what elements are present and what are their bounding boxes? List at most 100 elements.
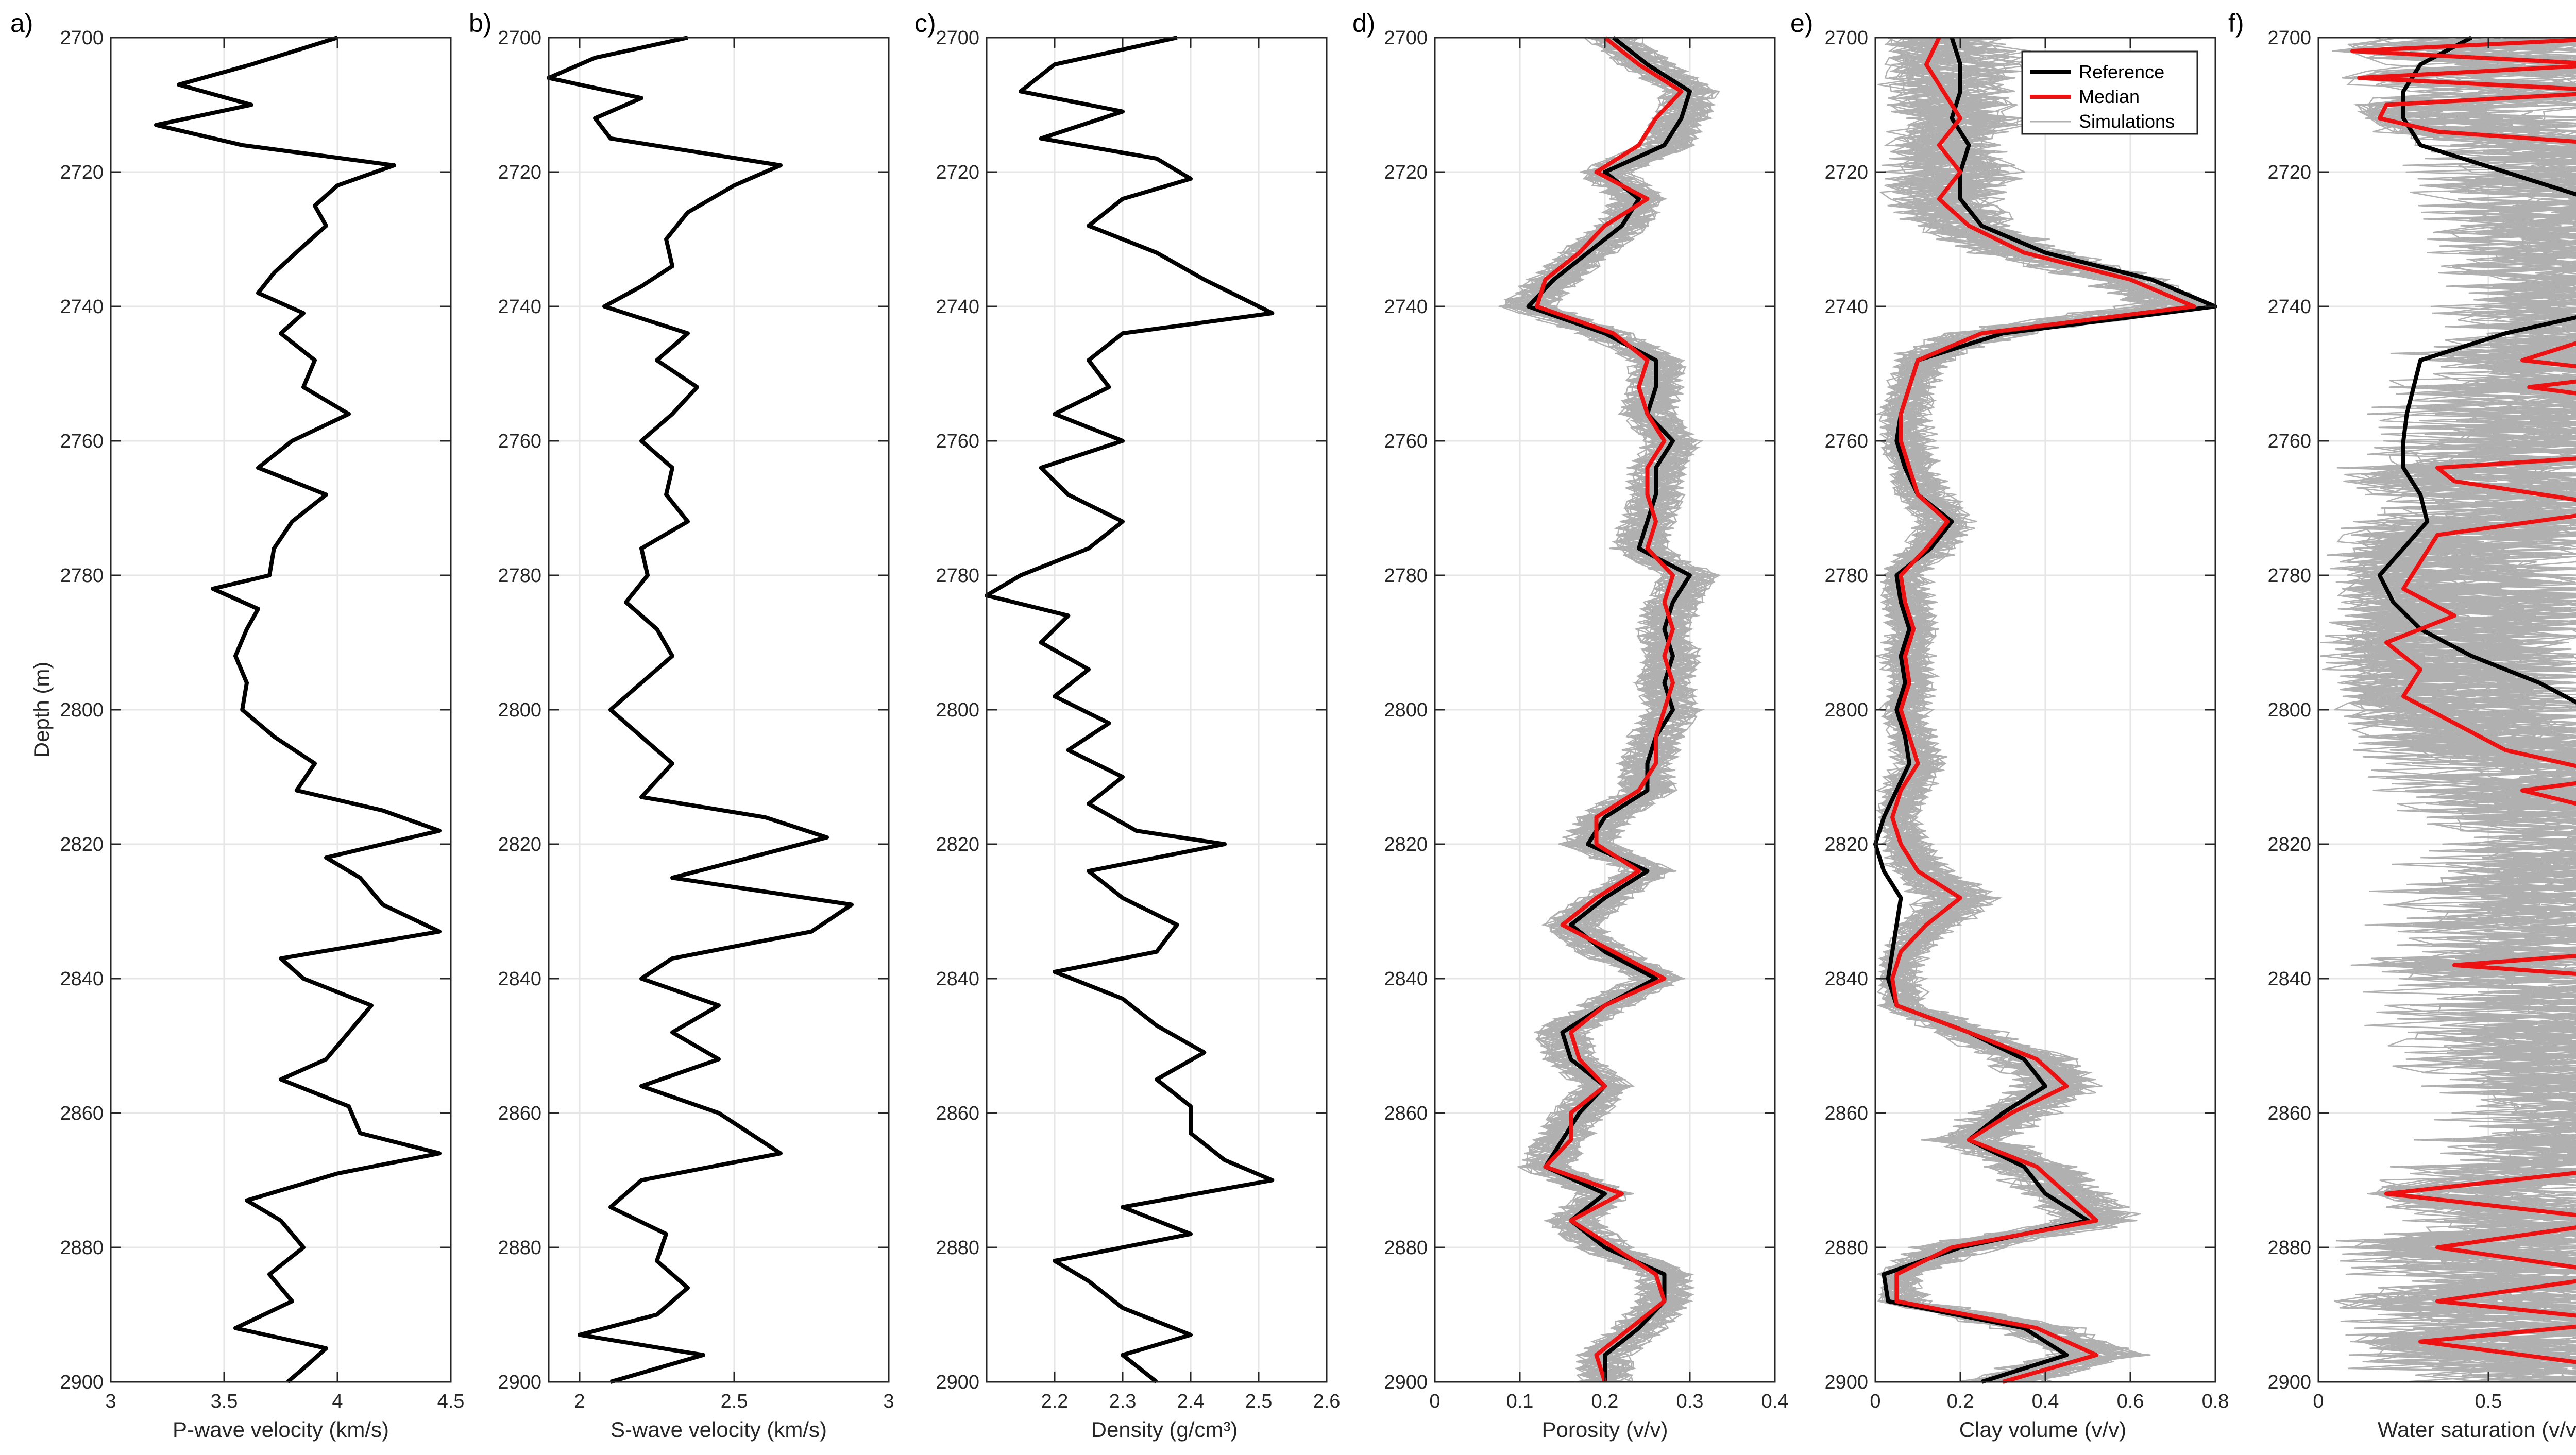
y-tick-label: 2860 [1824, 1103, 1868, 1124]
y-tick-label: 2700 [1824, 27, 1868, 49]
y-tick-label: 2840 [498, 968, 541, 990]
y-tick-label: 2760 [1824, 431, 1868, 452]
x-axis-label: S-wave velocity (km/s) [611, 1417, 827, 1442]
simulation-line [2344, 37, 2576, 1361]
axes: 2 2.5 3 2700 2720 2740 2760 2780 2800 2820 2840 286… [498, 27, 894, 1412]
reference-line [154, 36, 442, 1384]
x-axis-label: Water saturation (v/v) [2378, 1417, 2576, 1442]
simulation-line [2334, 37, 2576, 1372]
simulation-line [2346, 40, 2576, 1383]
y-tick-label: 2820 [1824, 834, 1868, 855]
x-tick-label: 0.1 [1506, 1391, 1534, 1412]
data-layer [1498, 36, 1721, 1383]
data-layer [1873, 37, 2217, 1384]
y-tick-label: 2760 [1384, 431, 1428, 452]
x-tick-label: 2.3 [1109, 1391, 1137, 1412]
simulation-line [2347, 37, 2576, 1372]
y-tick-label: 2760 [2267, 431, 2311, 452]
y-tick-label: 2800 [2267, 699, 2311, 721]
x-tick-label: 2.5 [1245, 1391, 1273, 1412]
x-tick-label: 0 [2313, 1391, 2324, 1412]
simulation-line [1526, 37, 1708, 1383]
y-tick-label: 2720 [1824, 162, 1868, 183]
y-tick-label: 2780 [2267, 565, 2311, 587]
y-tick-label: 2880 [2267, 1237, 2311, 1259]
panel-d: d) Porosity (v/v) 0 0.1 0.2 0.3 0.4 2700 2720 2… [1352, 9, 1788, 1442]
y-tick-label: 2900 [1384, 1372, 1428, 1393]
legend: Reference Median Simulations [2021, 50, 2198, 135]
y-tick-label: 2740 [1824, 296, 1868, 318]
reference-line [1873, 37, 2217, 1384]
y-tick-label: 2780 [498, 565, 541, 587]
y-tick-label: 2820 [1384, 834, 1428, 855]
legend-reference-label: Reference [2079, 61, 2164, 82]
y-tick-label: 2800 [1824, 699, 1868, 721]
y-tick-label: 2820 [60, 834, 104, 855]
y-tick-label: 2900 [936, 1372, 979, 1393]
axes: 3 3.5 4 4.5 2700 2720 2740 2760 2780 2800 2820 2840… [60, 27, 464, 1412]
y-tick-label: 2840 [2267, 968, 2311, 990]
y-tick-label: 2720 [498, 162, 541, 183]
y-tick-label: 2840 [936, 968, 979, 990]
panel-f: f) Water saturation (v/v) 00.51270027202… [2228, 9, 2576, 1442]
y-tick-label: 2820 [2267, 834, 2311, 855]
y-tick-label: 2900 [2267, 1372, 2311, 1393]
y-tick-label: 2700 [2267, 27, 2311, 49]
x-tick-label: 2.2 [1041, 1391, 1069, 1412]
y-tick-label: 2700 [60, 27, 104, 49]
panel-b: b) S-wave velocity (km/s) 2 2.5 3270027202… [469, 9, 894, 1442]
legend-median-label: Median [2079, 86, 2140, 107]
x-axis-label: P-wave velocity (km/s) [173, 1417, 389, 1442]
x-tick-label: 0.8 [2202, 1391, 2229, 1412]
panel-letter: a) [10, 9, 33, 38]
y-tick-label: 2840 [1824, 968, 1868, 990]
panel-letter: f) [2228, 9, 2244, 38]
y-tick-label: 2700 [936, 27, 979, 49]
x-tick-label: 0.5 [2475, 1391, 2502, 1412]
x-tick-label: 0.4 [2032, 1391, 2059, 1412]
x-tick-label: 2 [574, 1391, 585, 1412]
reference-line [547, 36, 854, 1384]
y-tick-label: 2780 [60, 565, 104, 587]
x-tick-label: 0.6 [2117, 1391, 2144, 1412]
y-tick-label: 2720 [1384, 162, 1428, 183]
simulation-line [2343, 39, 2576, 1374]
y-tick-label: 2720 [936, 162, 979, 183]
simulation-line [1506, 37, 1713, 1383]
simulation-line [2336, 40, 2576, 1362]
panel-letter: e) [1790, 9, 1813, 38]
y-tick-label: 2880 [498, 1237, 541, 1259]
y-tick-label: 2760 [60, 431, 104, 452]
x-tick-label: 3 [883, 1391, 894, 1412]
y-tick-label: 2740 [936, 296, 979, 318]
grid [110, 37, 452, 1383]
x-tick-label: 2.6 [1313, 1391, 1341, 1412]
panel-letter: d) [1352, 9, 1375, 38]
x-tick-label: 0 [1429, 1391, 1440, 1412]
data-layer [2320, 36, 2576, 1383]
median-line [2350, 38, 2576, 1364]
y-tick-label: 2740 [2267, 296, 2311, 318]
y-tick-label: 2760 [936, 431, 979, 452]
simulation-line [2320, 38, 2576, 1383]
panel-letter: c) [914, 9, 936, 38]
axes: 0 0.1 0.2 0.3 0.4 2700 2720 2740 2760 2780 2800 282… [1384, 27, 1788, 1412]
x-tick-label: 3 [105, 1391, 116, 1412]
y-tick-label: 2800 [936, 699, 979, 721]
simulation-line [2343, 37, 2576, 1375]
x-tick-label: 3.5 [211, 1391, 238, 1412]
y-tick-label: 2860 [936, 1103, 979, 1124]
x-tick-label: 0.3 [1676, 1391, 1704, 1412]
panel-c: c) Density (g/cm³) 2.2 2.3 2.4 2.5 2.6 2700 27… [914, 9, 1340, 1442]
y-tick-label: 2700 [498, 27, 541, 49]
y-tick-label: 2720 [2267, 162, 2311, 183]
simulation-line [2342, 41, 2576, 1374]
axes: 0 0.2 0.4 0.6 0.8 2700 2720 2740 2760 2780 2800 282… [1824, 27, 2229, 1412]
y-tick-label: 2860 [498, 1103, 541, 1124]
x-tick-label: 0.2 [1591, 1391, 1619, 1412]
median-line [1890, 37, 2196, 1384]
axes: 2.2 2.3 2.4 2.5 2.6 2700 2720 2740 2760 2780 2800 2… [936, 27, 1340, 1412]
y-tick-label: 2880 [936, 1237, 979, 1259]
y-tick-label: 2720 [60, 162, 104, 183]
